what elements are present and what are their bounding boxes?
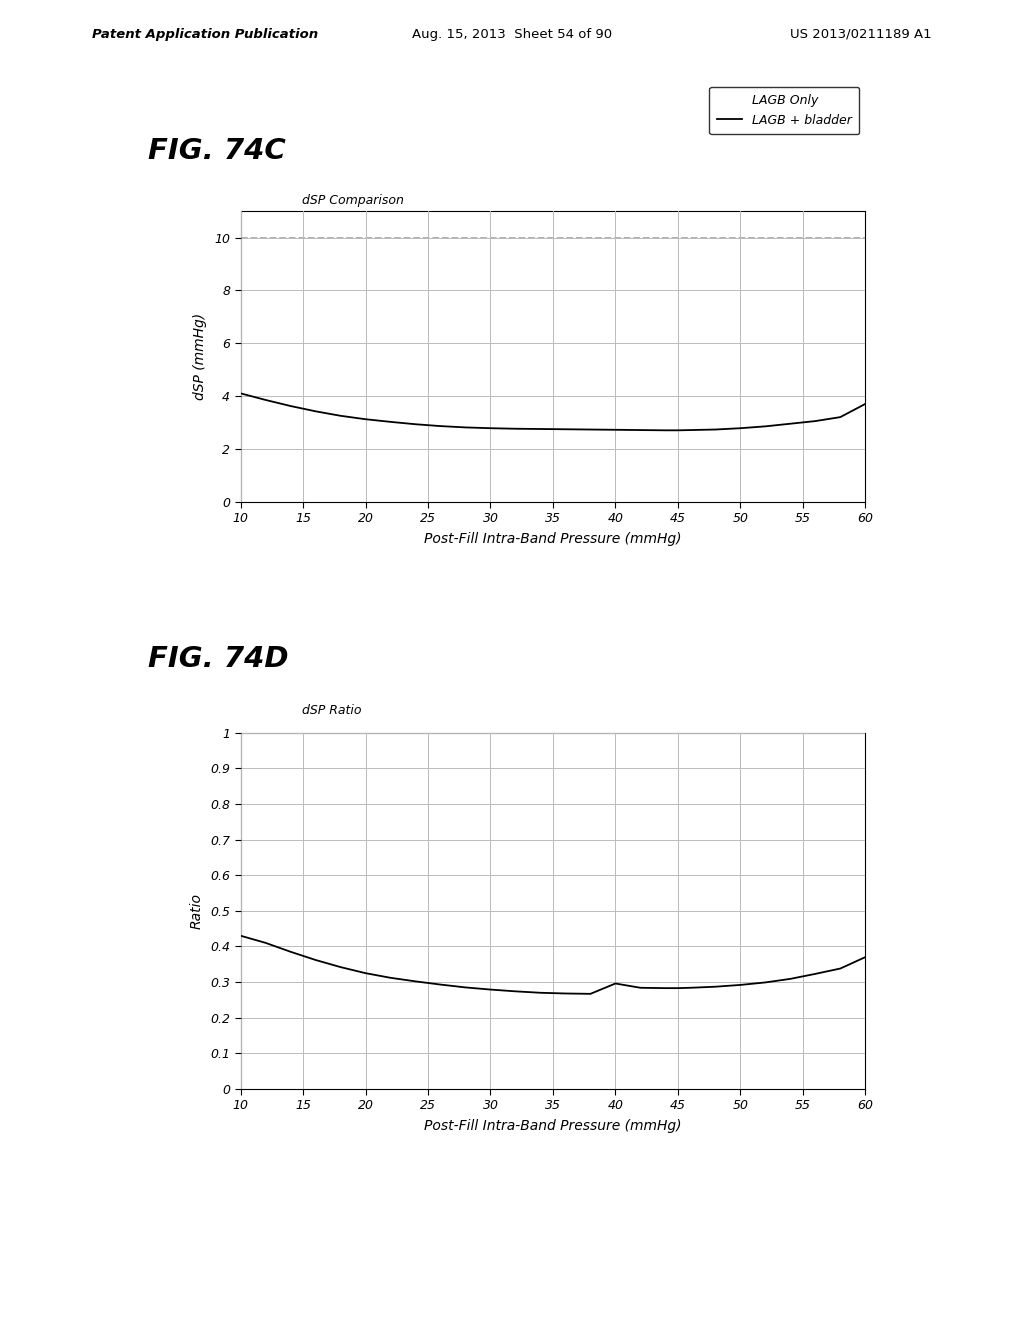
X-axis label: Post-Fill Intra-Band Pressure (mmHg): Post-Fill Intra-Band Pressure (mmHg) xyxy=(424,532,682,546)
Text: FIG. 74C: FIG. 74C xyxy=(148,137,287,165)
X-axis label: Post-Fill Intra-Band Pressure (mmHg): Post-Fill Intra-Band Pressure (mmHg) xyxy=(424,1119,682,1134)
Text: Patent Application Publication: Patent Application Publication xyxy=(92,28,318,41)
Y-axis label: Ratio: Ratio xyxy=(189,892,204,929)
Text: dSP Ratio: dSP Ratio xyxy=(302,704,361,717)
Legend: LAGB Only, LAGB + bladder: LAGB Only, LAGB + bladder xyxy=(710,87,859,135)
Text: dSP Comparison: dSP Comparison xyxy=(302,194,403,207)
Y-axis label: dSP (mmHg): dSP (mmHg) xyxy=(194,313,207,400)
Text: Aug. 15, 2013  Sheet 54 of 90: Aug. 15, 2013 Sheet 54 of 90 xyxy=(412,28,612,41)
Text: FIG. 74D: FIG. 74D xyxy=(148,645,289,673)
Text: US 2013/0211189 A1: US 2013/0211189 A1 xyxy=(791,28,932,41)
